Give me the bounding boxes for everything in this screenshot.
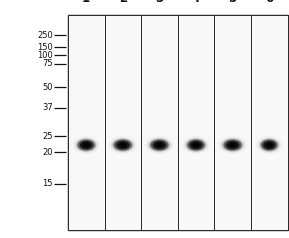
Ellipse shape [149, 139, 170, 151]
Ellipse shape [108, 136, 137, 154]
Ellipse shape [73, 136, 100, 154]
Text: 37: 37 [42, 103, 53, 112]
Ellipse shape [224, 139, 242, 151]
Bar [251, 15, 288, 230]
Ellipse shape [182, 136, 210, 154]
Text: 15: 15 [42, 179, 53, 188]
Bar [141, 15, 178, 230]
Ellipse shape [112, 139, 133, 151]
Ellipse shape [76, 139, 96, 151]
Text: kDa: kDa [1, 0, 23, 1]
Bar [178, 15, 214, 230]
Text: 75: 75 [42, 59, 53, 68]
Ellipse shape [261, 139, 277, 151]
Ellipse shape [192, 143, 200, 148]
Ellipse shape [258, 138, 280, 153]
Ellipse shape [151, 139, 168, 151]
Text: 3: 3 [155, 0, 164, 5]
Ellipse shape [260, 139, 279, 151]
Bar [68, 15, 288, 230]
Ellipse shape [184, 138, 208, 153]
Ellipse shape [78, 139, 95, 151]
Text: 4: 4 [192, 0, 200, 5]
Text: 20: 20 [42, 148, 53, 157]
Ellipse shape [114, 139, 132, 151]
Ellipse shape [226, 141, 239, 149]
Ellipse shape [186, 139, 206, 151]
Ellipse shape [187, 139, 205, 151]
Ellipse shape [119, 143, 127, 148]
Ellipse shape [266, 143, 273, 148]
Ellipse shape [218, 136, 247, 154]
Ellipse shape [222, 139, 243, 151]
Ellipse shape [229, 143, 237, 148]
Ellipse shape [75, 138, 98, 153]
Text: 1: 1 [82, 0, 90, 5]
Ellipse shape [263, 141, 275, 149]
Text: 5: 5 [229, 0, 237, 5]
Text: 150: 150 [37, 43, 53, 52]
Bar [68, 15, 105, 230]
Ellipse shape [221, 138, 245, 153]
Text: 250: 250 [37, 31, 53, 40]
Ellipse shape [145, 136, 174, 154]
Text: 100: 100 [37, 51, 53, 60]
Bar [105, 15, 141, 230]
Ellipse shape [256, 136, 282, 154]
Ellipse shape [147, 138, 172, 153]
Ellipse shape [153, 141, 166, 149]
Bar [214, 15, 251, 230]
Ellipse shape [155, 143, 164, 148]
Text: 2: 2 [119, 0, 127, 5]
Ellipse shape [111, 138, 135, 153]
Ellipse shape [82, 143, 90, 148]
Ellipse shape [80, 141, 93, 149]
Ellipse shape [116, 141, 129, 149]
Text: 50: 50 [42, 83, 53, 92]
Ellipse shape [190, 141, 203, 149]
Text: 25: 25 [42, 132, 53, 141]
Text: 6: 6 [265, 0, 273, 5]
